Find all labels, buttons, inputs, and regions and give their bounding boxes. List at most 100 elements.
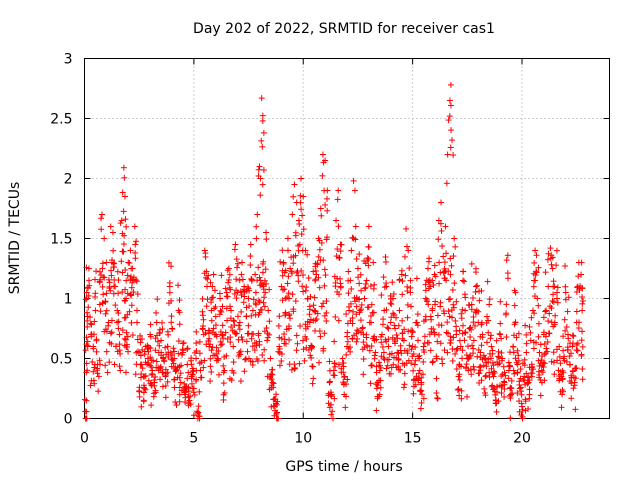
data-point — [515, 352, 522, 359]
data-point — [541, 377, 548, 384]
data-point — [246, 287, 253, 294]
data-point — [343, 381, 350, 388]
y-tick-label: 0.5 — [50, 352, 72, 368]
data-point — [253, 223, 260, 230]
data-point — [176, 391, 183, 398]
data-point — [231, 322, 238, 329]
data-point — [532, 277, 539, 284]
data-point — [416, 352, 423, 359]
data-point — [505, 375, 512, 382]
data-point — [554, 295, 560, 302]
data-point — [474, 353, 481, 360]
data-point — [115, 290, 122, 297]
data-point — [108, 340, 115, 347]
data-point — [128, 319, 135, 326]
data-point — [103, 259, 110, 266]
data-point — [263, 280, 270, 287]
data-point — [196, 360, 203, 367]
data-point — [273, 410, 280, 417]
data-point — [562, 262, 569, 269]
data-point — [447, 102, 454, 109]
data-point — [373, 363, 380, 370]
data-point — [81, 396, 88, 403]
data-point — [560, 347, 567, 354]
data-point — [484, 339, 491, 346]
data-point — [119, 327, 126, 334]
data-point — [458, 387, 465, 394]
data-point — [217, 328, 224, 335]
data-point — [207, 378, 214, 385]
data-point — [165, 259, 172, 266]
data-point — [406, 265, 413, 272]
data-point — [368, 343, 375, 350]
data-point — [556, 343, 563, 350]
data-point — [525, 405, 532, 412]
data-point — [404, 301, 411, 308]
data-point — [539, 369, 546, 376]
data-point — [185, 384, 192, 391]
data-point — [108, 317, 115, 324]
data-point — [326, 379, 333, 386]
data-point — [493, 389, 500, 396]
data-point — [310, 375, 317, 382]
data-point — [579, 328, 586, 335]
data-point — [458, 315, 465, 322]
data-point — [563, 358, 570, 365]
data-point — [115, 310, 122, 317]
data-point — [162, 394, 169, 401]
data-point — [448, 127, 455, 134]
data-point — [396, 277, 403, 284]
data-point — [412, 344, 419, 351]
data-point — [115, 325, 122, 332]
data-point — [504, 270, 511, 277]
data-point — [253, 235, 260, 242]
data-point — [483, 372, 490, 379]
data-point — [151, 382, 158, 389]
data-point — [441, 268, 448, 275]
data-point — [465, 343, 472, 350]
data-point — [501, 369, 508, 376]
data-point — [407, 277, 414, 284]
data-point — [159, 326, 166, 333]
data-point — [422, 287, 429, 294]
data-point — [365, 304, 372, 311]
data-point — [316, 328, 323, 335]
data-point — [451, 280, 458, 287]
y-tick-label: 2 — [64, 172, 73, 188]
data-point — [450, 304, 457, 311]
data-point — [152, 373, 159, 380]
data-point — [438, 227, 445, 234]
data-point — [156, 342, 163, 349]
data-point — [551, 321, 558, 328]
data-point — [355, 296, 362, 303]
data-point — [292, 232, 299, 239]
data-point — [309, 380, 316, 387]
data-point — [468, 371, 475, 378]
data-point — [445, 268, 452, 275]
data-point — [233, 330, 240, 337]
data-point — [565, 335, 572, 342]
data-point — [233, 295, 240, 302]
data-point — [279, 247, 286, 254]
data-point — [440, 253, 447, 260]
y-tick-label: 2.5 — [50, 112, 72, 128]
data-point — [230, 343, 237, 350]
data-point — [509, 343, 516, 350]
data-point — [308, 354, 315, 361]
data-point — [568, 395, 575, 402]
data-point — [168, 313, 175, 320]
data-point — [535, 333, 542, 340]
data-point — [488, 343, 495, 350]
data-point — [121, 174, 128, 181]
data-point — [367, 282, 374, 289]
data-point — [349, 314, 356, 321]
data-point — [210, 294, 217, 301]
data-point — [236, 277, 243, 284]
data-point — [84, 317, 91, 324]
data-point — [542, 333, 549, 340]
data-point — [315, 253, 322, 260]
data-point — [522, 398, 529, 405]
data-point — [168, 263, 175, 270]
data-point — [117, 367, 124, 374]
data-point — [87, 320, 94, 327]
